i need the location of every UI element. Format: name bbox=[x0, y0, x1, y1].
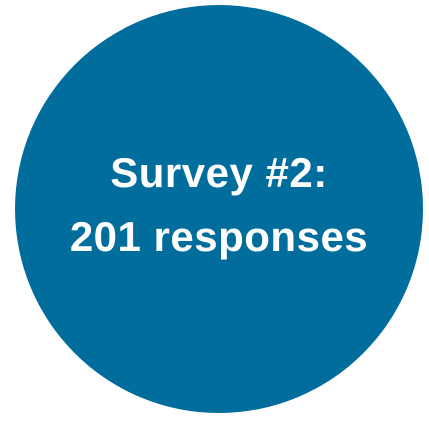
response-count: 201 responses bbox=[69, 213, 369, 260]
survey-badge-circle: Survey #2: 201 responses bbox=[15, 5, 423, 413]
survey-title: Survey #2: bbox=[110, 149, 328, 196]
